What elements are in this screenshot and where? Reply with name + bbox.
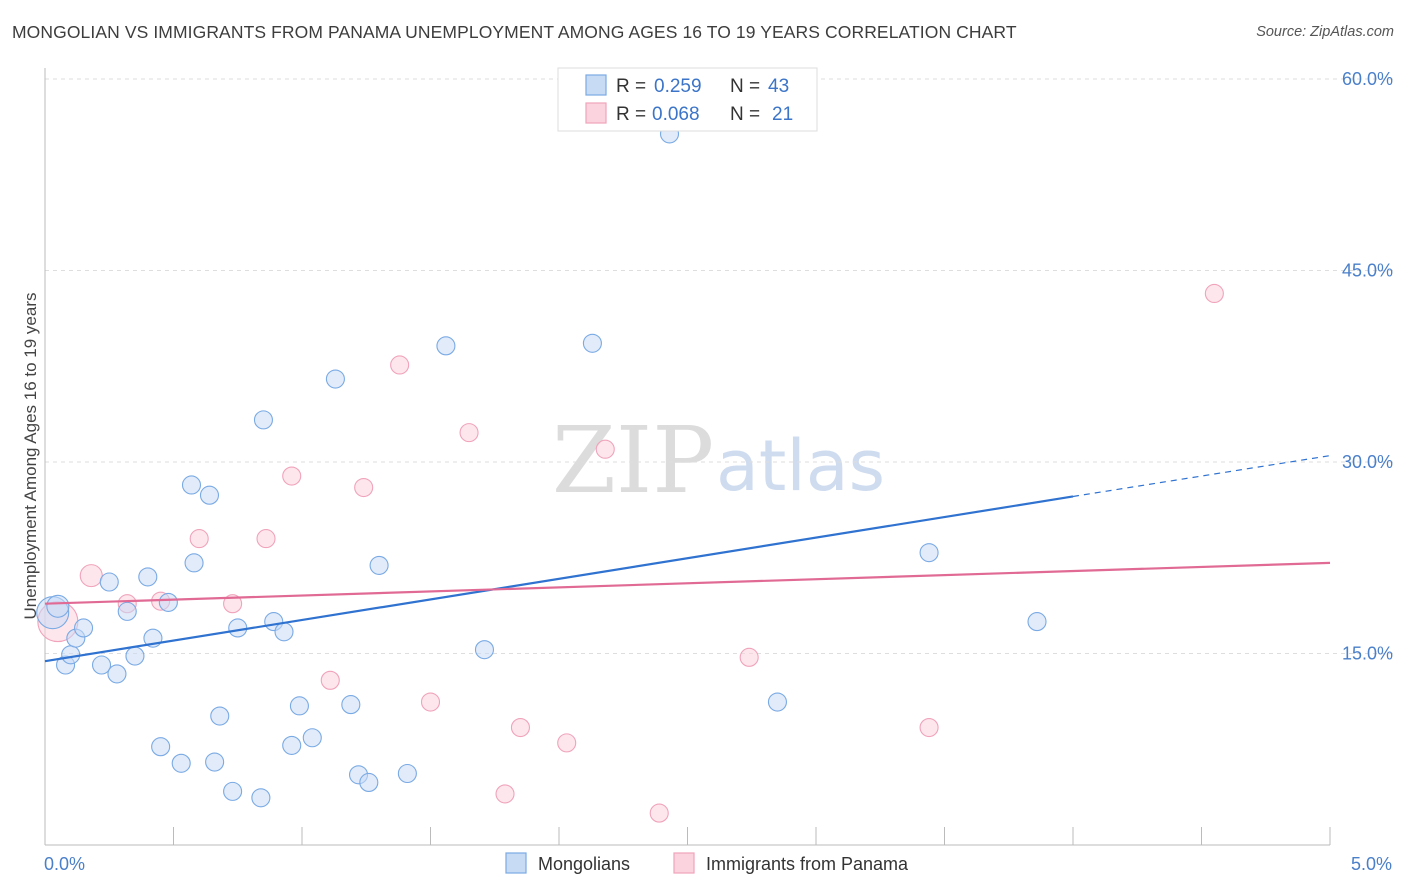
watermark-atlas: atlas [716,425,885,507]
panama-point [1204,283,1224,304]
panama-point [79,564,103,588]
panama-point [739,647,759,667]
panama-point [189,529,209,549]
panama-point [223,594,243,614]
trend-lines [44,455,1331,663]
mongolian-point [251,788,271,808]
panama-point [649,803,669,823]
panama-point [390,355,410,375]
mongolian-point [302,728,322,748]
watermark: ZIP atlas [552,407,885,514]
chart-title: MONGOLIAN VS IMMIGRANTS FROM PANAMA UNEM… [12,22,1017,42]
bottom-legend-swatch-panama [673,852,695,874]
legend-swatch-mongolians [585,74,607,96]
x-tick-label-max: 5.0% [1351,854,1392,874]
panama-point [320,670,340,690]
x-ticks [173,827,1331,845]
legend-r-label: R = [616,76,646,97]
mongolian-point [61,645,81,665]
mongolian-point [289,696,309,716]
mongolian-point [125,646,145,666]
mongolian-point [91,655,112,675]
mongolian-point [253,410,274,430]
mongolian-point [582,333,602,353]
mongolians-trend-line [44,495,1074,663]
mongolian-point [171,753,191,773]
legend-n-value: 21 [772,104,793,125]
panama-point [595,439,615,459]
correlation-legend: R = 0.259 N = 43 R = 0.068 N = 21 [557,67,818,132]
mongolian-point [325,369,345,389]
mongolian-points [36,124,1047,808]
mongolian-point [117,601,137,621]
mongolian-point [205,752,225,772]
legend-n-value: 43 [768,76,789,97]
mongolian-point [228,618,248,638]
watermark-zip: ZIP [552,407,714,514]
mongolian-point [341,695,361,715]
panama-point [510,717,531,738]
mongolian-point [1027,612,1047,632]
mongolian-point [359,772,379,792]
legend-swatch-panama [585,102,607,124]
x-tick-label-min: 0.0% [44,854,85,874]
y-tick-labels: 15.0% 30.0% 45.0% 60.0% [1342,69,1393,664]
mongolian-point [138,567,158,587]
panama-point [459,423,479,443]
panama-point [354,477,374,498]
mongolian-point [99,572,119,592]
mongolian-point [282,735,302,755]
bottom-legend-panama: Immigrants from Panama [706,854,909,874]
panama-point [256,529,276,549]
mongolian-point [181,475,202,495]
source-label: Source: ZipAtlas.com [1256,24,1394,40]
y-axis-label: Unemployment Among Ages 16 to 19 years [21,293,40,620]
panama-trend-line [44,561,1331,605]
mongolian-point [919,543,939,563]
legend-n-label: N = [730,76,760,97]
legend-r-value: 0.068 [652,104,700,125]
panama-point [557,733,577,753]
mongolian-point [151,737,171,757]
legend-r-value: 0.259 [654,76,702,97]
mongolian-point [46,594,70,618]
panama-point [420,692,441,712]
panama-point [282,466,302,486]
legend-n-label: N = [730,104,760,125]
mongolian-point [223,781,243,801]
panama-point [919,717,939,738]
mongolian-point [199,485,220,505]
mongolian-point [397,763,417,784]
series-legend: Mongolians Immigrants from Panama [505,852,909,874]
mongolian-point [474,640,495,660]
mongolian-point [158,592,178,612]
bottom-legend-mongolians: Mongolians [538,854,630,874]
y-tick-label: 45.0% [1342,261,1393,281]
mongolian-point [274,622,294,642]
mongolian-point [107,664,127,684]
legend-r-label: R = [616,104,646,125]
bottom-legend-swatch-mongolians [505,852,527,874]
y-tick-label: 15.0% [1342,644,1393,664]
panama-point [495,784,515,804]
mongolian-point [436,336,456,356]
y-tick-label: 30.0% [1342,452,1393,472]
mongolian-point [184,553,204,573]
mongolian-point [369,555,389,575]
mongolian-point [767,692,788,712]
mongolian-point [210,706,230,726]
y-tick-label: 60.0% [1342,69,1393,89]
mongolian-point [74,618,94,638]
panama-points [37,283,1224,823]
